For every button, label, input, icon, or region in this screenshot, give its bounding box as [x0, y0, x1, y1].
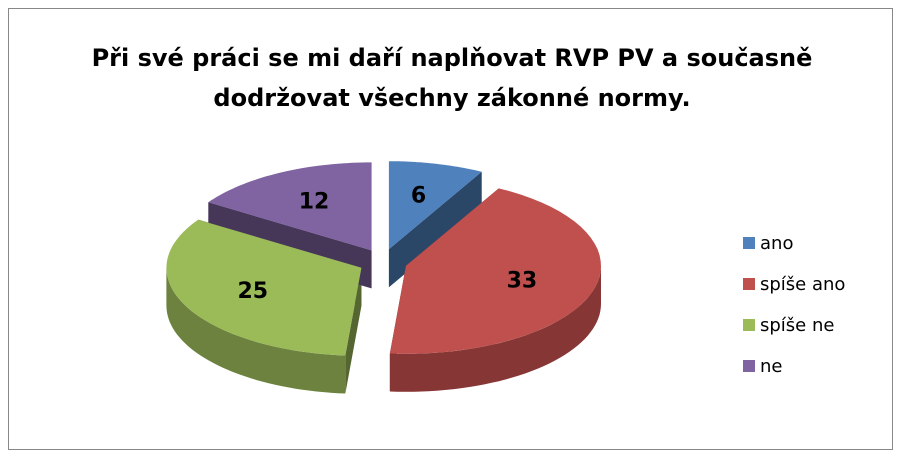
data-label: 12 — [299, 189, 330, 214]
legend-swatch — [743, 360, 755, 372]
pie-slice — [388, 161, 482, 250]
slice-wall — [166, 267, 346, 394]
data-label: 33 — [507, 268, 538, 293]
legend-label: spíše ano — [760, 274, 845, 295]
slice-wall — [389, 265, 601, 392]
legend-swatch — [743, 278, 755, 290]
pie-slice — [208, 162, 372, 251]
pie-slice — [389, 188, 601, 354]
legend-swatch — [743, 237, 755, 249]
pie-tops: 6 33 25 12 — [166, 161, 601, 356]
data-label: 25 — [238, 279, 269, 304]
legend-label: spíše ne — [760, 315, 834, 336]
slice-wall-shade — [389, 265, 601, 392]
slice-wall-shade — [166, 267, 346, 394]
chart-title: Při své práci se mi daří naplňovat RVP P… — [91, 44, 813, 112]
pie-slice — [166, 219, 362, 356]
slice-cut-face — [388, 171, 482, 288]
legend-swatch — [743, 319, 755, 331]
legend-label: ne — [760, 356, 782, 377]
slice-cut-shade — [388, 171, 482, 288]
data-label: 6 — [411, 183, 426, 208]
legend-label: ano — [760, 233, 793, 254]
